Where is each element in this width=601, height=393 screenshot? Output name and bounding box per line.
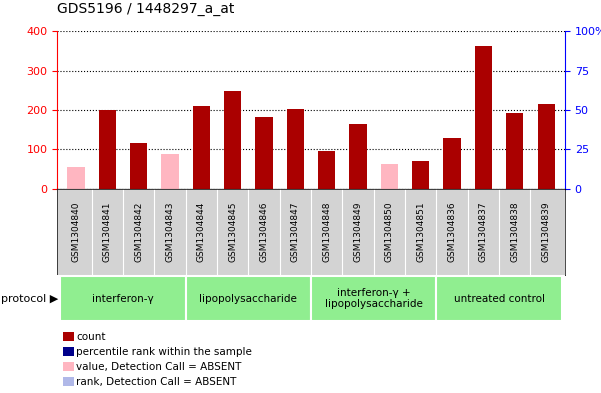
Text: GSM1304848: GSM1304848 — [322, 202, 331, 262]
Text: GSM1304851: GSM1304851 — [416, 202, 426, 262]
Bar — [161, 154, 178, 189]
Text: GSM1304839: GSM1304839 — [542, 202, 551, 262]
Text: GSM1304844: GSM1304844 — [197, 202, 206, 262]
Bar — [444, 138, 461, 189]
Bar — [475, 46, 492, 189]
Bar — [186, 276, 311, 321]
Bar — [412, 161, 429, 189]
Text: interferon-γ +
lipopolysaccharide: interferon-γ + lipopolysaccharide — [325, 288, 423, 309]
Text: GSM1304840: GSM1304840 — [72, 202, 81, 262]
Bar — [311, 276, 436, 321]
Bar — [67, 167, 85, 189]
Bar — [537, 104, 555, 189]
Text: GSM1304843: GSM1304843 — [165, 202, 174, 262]
Bar — [60, 276, 186, 321]
Text: lipopolysaccharide: lipopolysaccharide — [200, 294, 297, 304]
Text: GSM1304842: GSM1304842 — [134, 202, 143, 262]
Text: untreated control: untreated control — [454, 294, 545, 304]
Bar — [287, 109, 304, 189]
Text: GSM1304847: GSM1304847 — [291, 202, 300, 262]
Text: count: count — [76, 332, 106, 342]
Bar — [99, 110, 116, 189]
Text: value, Detection Call = ABSENT: value, Detection Call = ABSENT — [76, 362, 242, 372]
Bar — [224, 91, 241, 189]
Text: percentile rank within the sample: percentile rank within the sample — [76, 347, 252, 357]
Bar — [193, 106, 210, 189]
Text: GSM1304837: GSM1304837 — [479, 202, 488, 262]
Text: GSM1304841: GSM1304841 — [103, 202, 112, 262]
Bar — [506, 113, 523, 189]
Text: GSM1304846: GSM1304846 — [260, 202, 269, 262]
Text: GDS5196 / 1448297_a_at: GDS5196 / 1448297_a_at — [57, 2, 234, 16]
Text: interferon-γ: interferon-γ — [92, 294, 154, 304]
Text: GSM1304845: GSM1304845 — [228, 202, 237, 262]
Text: rank, Detection Call = ABSENT: rank, Detection Call = ABSENT — [76, 376, 237, 387]
Text: GSM1304838: GSM1304838 — [510, 202, 519, 262]
Text: protocol ▶: protocol ▶ — [1, 294, 58, 304]
Text: GSM1304850: GSM1304850 — [385, 202, 394, 262]
Bar — [255, 117, 273, 189]
Text: GSM1304836: GSM1304836 — [448, 202, 457, 262]
Bar — [130, 143, 147, 189]
Bar — [349, 124, 367, 189]
Bar — [436, 276, 562, 321]
Bar — [381, 164, 398, 189]
Bar — [318, 151, 335, 189]
Text: GSM1304849: GSM1304849 — [353, 202, 362, 262]
